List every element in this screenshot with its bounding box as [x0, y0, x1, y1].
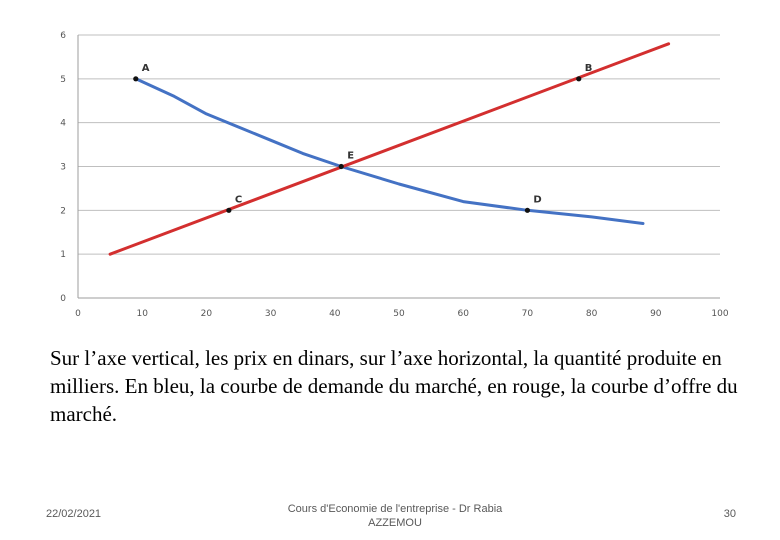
- series-line-offre: [108, 42, 671, 256]
- x-tick-label-90: 90: [650, 309, 662, 319]
- chart-caption: Sur l’axe vertical, les prix en dinars, …: [50, 346, 738, 426]
- point-marker-c: [226, 207, 232, 213]
- series-line-demande: [134, 77, 645, 225]
- chart-annotations: A B C D E: [133, 63, 592, 213]
- y-tick-label-6: 6: [60, 31, 66, 41]
- y-tick-label-3: 3: [60, 163, 66, 173]
- point-marker-d: [524, 207, 531, 213]
- point-label-a: A: [142, 63, 150, 74]
- footer-course-title: Cours d'Economie de l'entreprise - Dr Ra…: [287, 503, 503, 529]
- point-marker-e: [338, 163, 344, 170]
- point-label-b: B: [585, 63, 593, 74]
- y-tick-label-5: 5: [60, 75, 66, 85]
- y-tick-label-1: 1: [60, 250, 66, 260]
- footer-date: 22/02/2021: [46, 508, 102, 520]
- x-tick-label-10: 10: [136, 309, 148, 319]
- point-label-d: D: [533, 194, 541, 205]
- chart-grid: [78, 34, 720, 255]
- point-marker-a: [133, 76, 139, 82]
- x-tick-label-60: 60: [457, 309, 469, 319]
- point-label-e: E: [347, 151, 354, 162]
- x-tick-label-100: 100: [711, 309, 728, 319]
- footer-page-number: 30: [723, 508, 736, 520]
- y-tick-label-0: 0: [60, 294, 66, 304]
- chart-series: [108, 42, 671, 256]
- x-tick-label-70: 70: [522, 309, 534, 319]
- point-label-c: C: [235, 194, 242, 205]
- x-tick-label-30: 30: [265, 309, 277, 319]
- y-tick-label-4: 4: [60, 119, 66, 129]
- x-tick-label-0: 0: [75, 309, 81, 319]
- x-tick-label-20: 20: [201, 309, 213, 319]
- point-marker-b: [576, 76, 582, 82]
- chart-axes: [77, 35, 720, 299]
- x-tick-label-80: 80: [586, 309, 598, 319]
- y-tick-label-2: 2: [60, 206, 66, 216]
- x-tick-label-40: 40: [329, 309, 341, 319]
- x-tick-label-50: 50: [393, 309, 405, 319]
